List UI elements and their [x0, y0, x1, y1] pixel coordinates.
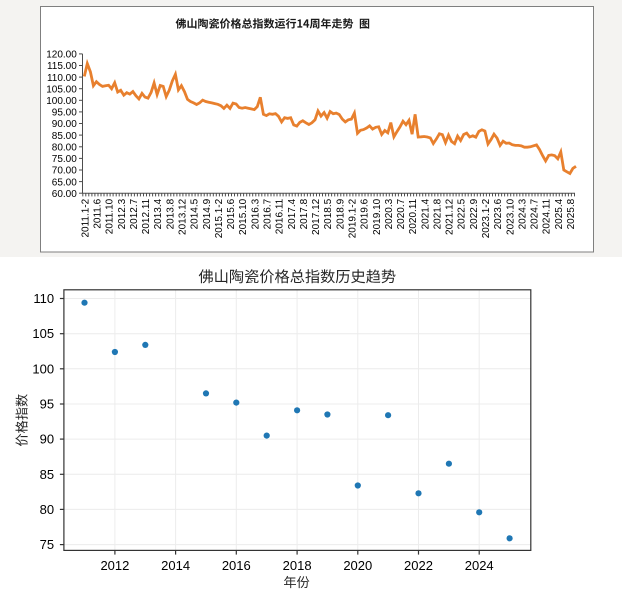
- svg-text:2015.10: 2015.10: [238, 198, 249, 235]
- svg-text:2012.11: 2012.11: [141, 198, 152, 234]
- svg-text:80: 80: [40, 502, 54, 517]
- svg-text:2019.1-2: 2019.1-2: [348, 198, 359, 238]
- svg-text:2018.5: 2018.5: [323, 198, 334, 229]
- svg-text:2016.11: 2016.11: [275, 198, 286, 234]
- svg-text:95: 95: [40, 397, 54, 412]
- svg-text:75.00: 75.00: [52, 154, 77, 165]
- svg-text:2024.7: 2024.7: [530, 198, 541, 229]
- svg-text:70.00: 70.00: [52, 166, 77, 177]
- svg-text:2021.4: 2021.4: [420, 198, 431, 229]
- svg-text:2011.1-2: 2011.1-2: [80, 198, 91, 237]
- svg-text:2016: 2016: [222, 558, 251, 573]
- svg-text:2020.7: 2020.7: [396, 198, 407, 229]
- svg-text:60.00: 60.00: [52, 189, 77, 200]
- svg-text:2025.8: 2025.8: [566, 198, 577, 229]
- svg-text:2018: 2018: [283, 558, 312, 573]
- svg-text:2024: 2024: [465, 558, 494, 573]
- svg-text:2020: 2020: [343, 558, 372, 573]
- svg-text:2023.6: 2023.6: [493, 198, 504, 229]
- svg-text:95.00: 95.00: [52, 108, 77, 119]
- svg-text:65.00: 65.00: [52, 177, 77, 188]
- svg-text:2018.9: 2018.9: [335, 198, 346, 229]
- svg-text:2014.5: 2014.5: [190, 198, 201, 229]
- svg-text:110: 110: [33, 291, 54, 306]
- svg-text:2015.6: 2015.6: [226, 198, 237, 229]
- svg-text:2021.8: 2021.8: [433, 198, 444, 229]
- svg-text:75: 75: [40, 537, 54, 552]
- svg-text:2021.12: 2021.12: [445, 198, 456, 235]
- svg-text:105.00: 105.00: [46, 84, 77, 95]
- svg-text:2014.9: 2014.9: [202, 198, 213, 229]
- svg-text:2025.4: 2025.4: [554, 198, 565, 229]
- svg-text:90.00: 90.00: [52, 119, 77, 130]
- svg-text:2012: 2012: [100, 558, 129, 573]
- svg-text:2016.7: 2016.7: [263, 198, 274, 229]
- svg-text:2022.5: 2022.5: [457, 198, 468, 229]
- svg-text:85: 85: [40, 467, 54, 482]
- svg-text:2012.7: 2012.7: [129, 198, 140, 229]
- svg-text:110.00: 110.00: [47, 73, 77, 84]
- svg-text:105: 105: [32, 326, 54, 341]
- svg-text:85.00: 85.00: [52, 131, 77, 142]
- svg-text:2017.12: 2017.12: [311, 198, 322, 235]
- svg-text:100.00: 100.00: [46, 96, 77, 107]
- svg-text:2023.1-2: 2023.1-2: [481, 198, 492, 238]
- svg-text:2024.11: 2024.11: [542, 198, 553, 234]
- svg-text:2013.4: 2013.4: [153, 198, 164, 229]
- svg-text:2011.6: 2011.6: [93, 198, 104, 228]
- svg-text:2022.9: 2022.9: [469, 198, 480, 229]
- svg-text:120.00: 120.00: [46, 50, 77, 61]
- svg-text:2023.10: 2023.10: [505, 198, 516, 235]
- svg-text:2020.3: 2020.3: [384, 198, 395, 229]
- svg-text:2022: 2022: [404, 558, 433, 573]
- svg-text:90: 90: [40, 432, 54, 447]
- svg-text:2011.10: 2011.10: [105, 198, 116, 234]
- svg-text:2020.11: 2020.11: [408, 198, 419, 234]
- svg-text:2019.10: 2019.10: [372, 198, 383, 235]
- svg-text:2013.8: 2013.8: [165, 198, 176, 229]
- svg-text:80.00: 80.00: [52, 143, 77, 154]
- svg-text:2013.12: 2013.12: [178, 198, 189, 235]
- svg-text:115.00: 115.00: [47, 61, 77, 72]
- svg-text:2019.6: 2019.6: [360, 198, 371, 229]
- svg-text:2014: 2014: [161, 558, 190, 573]
- svg-text:100: 100: [32, 361, 54, 376]
- svg-text:2015.1-2: 2015.1-2: [214, 198, 225, 238]
- svg-text:2024.3: 2024.3: [517, 198, 528, 229]
- svg-text:2016.3: 2016.3: [250, 198, 261, 229]
- svg-text:2017.8: 2017.8: [299, 198, 310, 229]
- svg-text:2012.3: 2012.3: [117, 198, 128, 229]
- svg-text:2017.4: 2017.4: [287, 198, 298, 229]
